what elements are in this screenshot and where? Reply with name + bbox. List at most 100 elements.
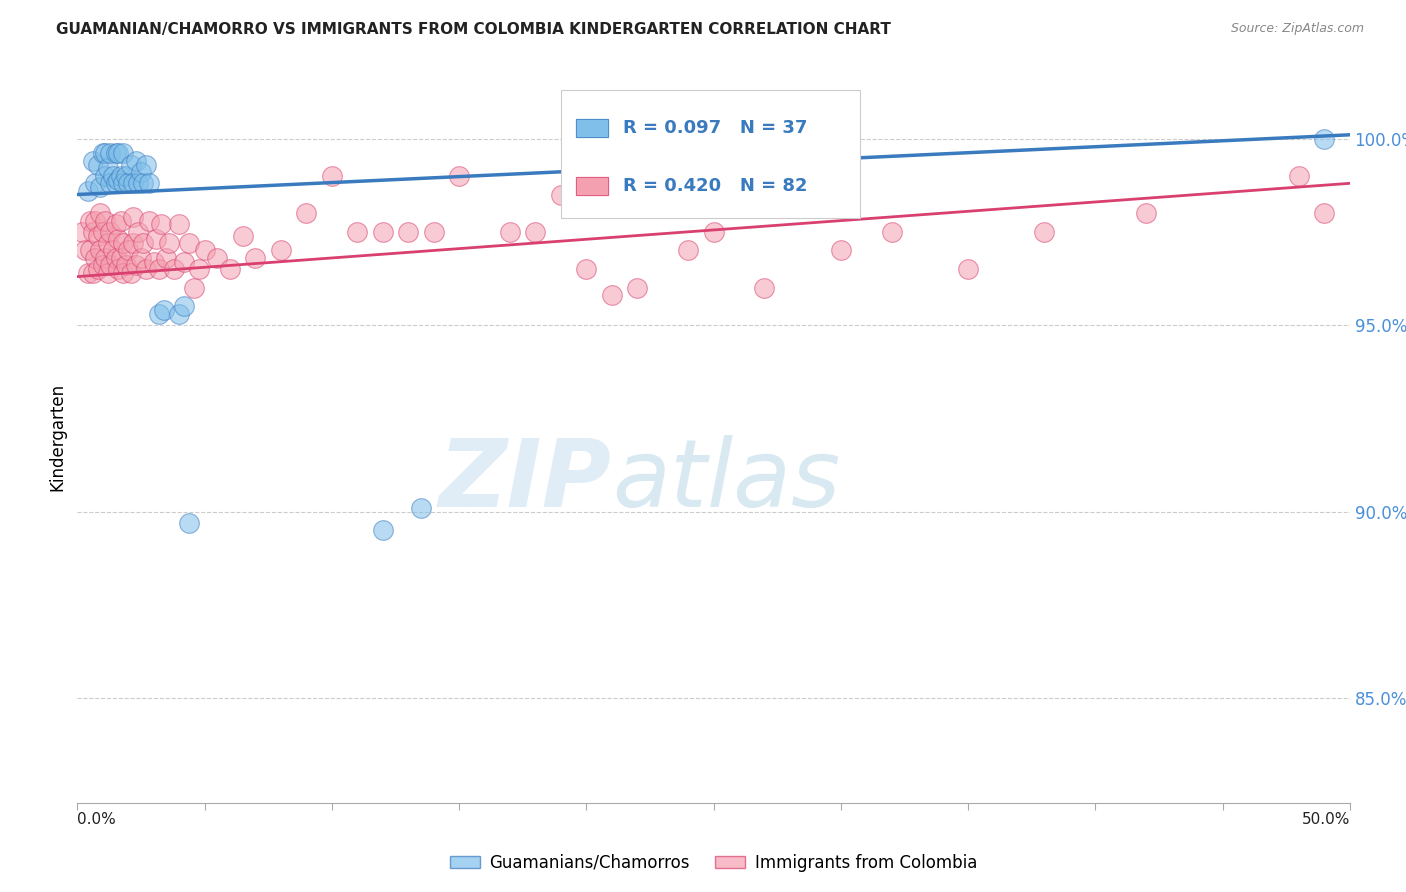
Y-axis label: Kindergarten: Kindergarten xyxy=(48,383,66,491)
Point xyxy=(101,169,124,183)
Point xyxy=(100,259,122,273)
Point xyxy=(120,266,142,280)
Point xyxy=(499,225,522,239)
Bar xyxy=(576,119,607,137)
Point xyxy=(179,235,201,250)
Point xyxy=(132,177,155,191)
Point xyxy=(122,177,145,191)
Point xyxy=(550,187,572,202)
Point xyxy=(232,228,254,243)
Point xyxy=(125,153,148,168)
Point xyxy=(91,146,114,161)
Point xyxy=(754,281,776,295)
Point xyxy=(575,262,598,277)
Point xyxy=(89,206,111,220)
Point xyxy=(100,177,122,191)
Point xyxy=(94,146,117,161)
Point xyxy=(107,232,129,246)
Point xyxy=(449,169,471,183)
Text: atlas: atlas xyxy=(612,435,839,526)
Point xyxy=(94,169,117,183)
Point xyxy=(117,244,139,258)
Point xyxy=(104,218,127,232)
Point xyxy=(188,262,211,277)
Point xyxy=(173,254,195,268)
Point xyxy=(127,225,149,239)
Point xyxy=(110,251,132,265)
Point xyxy=(79,213,101,227)
Point xyxy=(270,244,292,258)
Point xyxy=(676,244,699,258)
Point xyxy=(114,169,136,183)
Point xyxy=(94,251,117,265)
Point xyxy=(122,210,145,224)
Point xyxy=(145,232,167,246)
Point xyxy=(73,244,96,258)
Bar xyxy=(576,177,607,194)
Point xyxy=(72,225,94,239)
Text: Source: ZipAtlas.com: Source: ZipAtlas.com xyxy=(1230,22,1364,36)
Point xyxy=(132,235,155,250)
Point xyxy=(129,251,152,265)
Point xyxy=(107,146,129,161)
Point xyxy=(100,146,122,161)
Point xyxy=(321,169,343,183)
Point xyxy=(396,225,419,239)
Point xyxy=(112,235,135,250)
Point xyxy=(107,172,129,186)
Point xyxy=(167,218,190,232)
Point xyxy=(153,303,176,318)
Point xyxy=(135,262,157,277)
Point xyxy=(86,228,108,243)
Point xyxy=(100,225,122,239)
Point xyxy=(84,177,107,191)
Point xyxy=(409,500,432,515)
Point xyxy=(97,266,120,280)
Text: 50.0%: 50.0% xyxy=(1302,812,1350,827)
Point xyxy=(194,244,217,258)
Point xyxy=(207,251,229,265)
Point xyxy=(142,254,165,268)
FancyBboxPatch shape xyxy=(561,89,860,218)
Point xyxy=(112,266,135,280)
Point xyxy=(104,146,127,161)
Point xyxy=(422,225,444,239)
Point xyxy=(117,177,139,191)
Point xyxy=(122,235,145,250)
Point xyxy=(138,213,160,227)
Point xyxy=(89,244,111,258)
Point xyxy=(114,259,136,273)
Point xyxy=(1313,206,1336,220)
Point xyxy=(82,153,104,168)
Text: R = 0.420   N = 82: R = 0.420 N = 82 xyxy=(623,177,807,194)
Point xyxy=(1135,206,1157,220)
Text: GUAMANIAN/CHAMORRO VS IMMIGRANTS FROM COLOMBIA KINDERGARTEN CORRELATION CHART: GUAMANIAN/CHAMORRO VS IMMIGRANTS FROM CO… xyxy=(56,22,891,37)
Point xyxy=(163,262,186,277)
Point xyxy=(84,251,107,265)
Text: R = 0.097   N = 37: R = 0.097 N = 37 xyxy=(623,119,807,137)
Point xyxy=(150,218,173,232)
Point xyxy=(135,158,157,172)
Point xyxy=(104,177,127,191)
Point xyxy=(183,281,205,295)
Point xyxy=(626,281,648,295)
Point xyxy=(129,165,152,179)
Point xyxy=(76,184,98,198)
Point xyxy=(1313,131,1336,145)
Point xyxy=(84,213,107,227)
Point xyxy=(120,158,142,172)
Point xyxy=(148,307,170,321)
Point xyxy=(79,244,101,258)
Point xyxy=(82,225,104,239)
Point xyxy=(1288,169,1310,183)
Point xyxy=(94,213,117,227)
Point xyxy=(219,262,242,277)
Point xyxy=(110,213,132,227)
Point xyxy=(97,235,120,250)
Point xyxy=(295,206,318,220)
Point xyxy=(125,259,148,273)
Point xyxy=(112,177,135,191)
Point xyxy=(371,225,394,239)
Point xyxy=(524,225,547,239)
Point xyxy=(82,266,104,280)
